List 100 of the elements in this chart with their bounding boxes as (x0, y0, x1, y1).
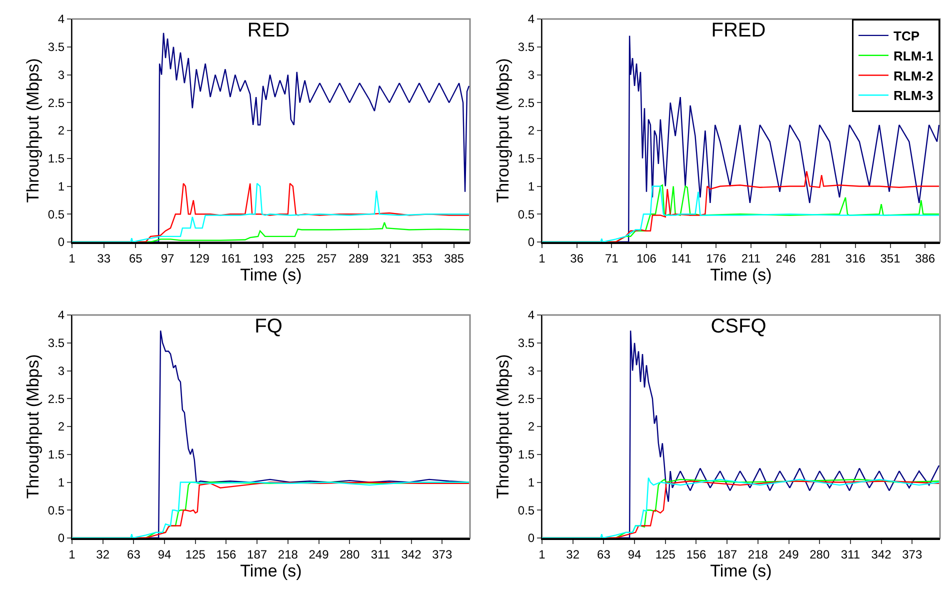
legend-label: RLM-2 (894, 68, 934, 84)
x-tick-label: 94 (628, 547, 642, 562)
x-tick-label: 97 (160, 251, 175, 266)
y-tick-label: 2 (58, 124, 65, 138)
x-tick-label: 187 (717, 547, 738, 562)
x-tick-label: 161 (221, 251, 242, 266)
y-tick-label: 3.5 (48, 40, 65, 54)
x-tick-label: 129 (189, 251, 210, 266)
x-tick-label: 63 (597, 547, 611, 562)
y-tick-label: 1.5 (48, 448, 65, 462)
x-tick-label: 156 (686, 547, 707, 562)
x-axis-title: Time (s) (240, 265, 302, 284)
y-tick-label: 4 (528, 308, 535, 322)
x-tick-label: 1 (68, 251, 76, 266)
x-axis-title: Time (s) (240, 561, 302, 580)
x-tick-label: 176 (706, 251, 726, 266)
x-tick-label: 311 (370, 547, 390, 562)
y-tick-label: 0.5 (48, 503, 65, 518)
y-tick-label: 4 (58, 12, 65, 26)
y-tick-label: 0 (58, 531, 65, 546)
legend-label: RLM-3 (894, 88, 934, 104)
y-tick-label: 3 (528, 68, 535, 82)
y-tick-label: 2.5 (48, 392, 65, 406)
x-tick-label: 156 (216, 547, 237, 562)
y-tick-label: 0 (528, 531, 535, 546)
legend-label: RLM-1 (894, 48, 934, 64)
y-tick-label: 1.5 (518, 448, 535, 462)
y-tick-label: 3.5 (518, 40, 535, 54)
x-tick-label: 36 (570, 251, 584, 266)
x-tick-label: 225 (284, 251, 306, 266)
x-tick-label: 32 (96, 547, 110, 562)
x-tick-label: 65 (129, 251, 143, 266)
y-tick-label: 3 (528, 364, 535, 378)
x-tick-label: 249 (308, 547, 330, 562)
y-tick-label: 4 (58, 308, 65, 322)
y-tick-label: 0 (528, 235, 535, 250)
y-tick-label: 0.5 (518, 207, 535, 222)
y-tick-label: 0.5 (48, 207, 65, 222)
x-tick-label: 257 (316, 251, 338, 266)
x-tick-label: 211 (741, 251, 761, 266)
x-tick-label: 94 (158, 547, 172, 562)
x-tick-label: 353 (412, 251, 433, 266)
y-axis-title: Throughput (Mbps) (23, 354, 42, 499)
y-tick-label: 2 (58, 420, 65, 434)
x-tick-label: 386 (915, 251, 936, 266)
x-tick-label: 218 (748, 547, 768, 562)
x-tick-label: 1 (68, 547, 76, 562)
x-tick-label: 281 (810, 251, 831, 266)
y-tick-label: 2.5 (48, 96, 65, 110)
y-tick-label: 2 (528, 124, 535, 138)
x-tick-label: 193 (253, 251, 274, 266)
x-tick-label: 32 (566, 547, 580, 562)
x-axis-title: Time (s) (710, 265, 772, 284)
x-tick-label: 1 (538, 547, 546, 562)
legend-label: TCP (894, 28, 920, 44)
x-tick-label: 249 (778, 547, 800, 562)
x-tick-label: 311 (840, 547, 860, 562)
x-tick-label: 187 (247, 547, 268, 562)
y-tick-label: 1 (528, 179, 535, 194)
y-tick-label: 3.5 (518, 336, 535, 350)
chart-title: CSFQ (710, 315, 766, 338)
x-tick-label: 280 (810, 547, 830, 562)
x-axis-title: Time (s) (710, 561, 772, 580)
y-tick-label: 3.5 (48, 336, 65, 350)
y-axis-title: Throughput (Mbps) (493, 354, 512, 499)
x-tick-label: 373 (902, 547, 922, 562)
x-tick-label: 125 (655, 547, 676, 562)
chart-title: FRED (711, 19, 766, 42)
chart-title: FQ (254, 315, 282, 338)
x-tick-label: 316 (845, 251, 866, 266)
y-tick-label: 4 (528, 12, 535, 26)
chart-title: RED (247, 19, 290, 42)
y-tick-label: 3 (58, 68, 65, 82)
x-tick-label: 373 (432, 547, 452, 562)
x-tick-label: 71 (604, 251, 619, 266)
y-tick-label: 0.5 (518, 503, 535, 518)
x-tick-label: 351 (880, 251, 901, 266)
x-tick-label: 342 (401, 547, 422, 562)
x-tick-label: 125 (185, 547, 206, 562)
y-tick-label: 3 (58, 364, 65, 378)
y-tick-label: 1.5 (48, 152, 65, 166)
y-tick-label: 1 (58, 179, 65, 194)
x-tick-label: 1 (538, 251, 546, 266)
y-axis-title: Throughput (Mbps) (493, 58, 512, 203)
y-axis-title: Throughput (Mbps) (23, 58, 42, 203)
y-tick-label: 2.5 (518, 96, 535, 110)
x-tick-label: 218 (278, 547, 298, 562)
x-tick-label: 289 (348, 251, 369, 266)
x-tick-label: 246 (776, 251, 796, 266)
y-tick-label: 1 (58, 475, 65, 490)
x-tick-label: 321 (380, 251, 401, 266)
x-tick-label: 141 (671, 251, 692, 266)
y-tick-label: 0 (58, 235, 65, 250)
x-tick-label: 106 (636, 251, 657, 266)
y-tick-label: 2 (528, 420, 535, 434)
x-tick-label: 280 (340, 547, 360, 562)
x-tick-label: 63 (127, 547, 141, 562)
y-tick-label: 2.5 (518, 392, 535, 406)
x-tick-label: 385 (444, 251, 464, 266)
y-tick-label: 1 (528, 475, 535, 490)
